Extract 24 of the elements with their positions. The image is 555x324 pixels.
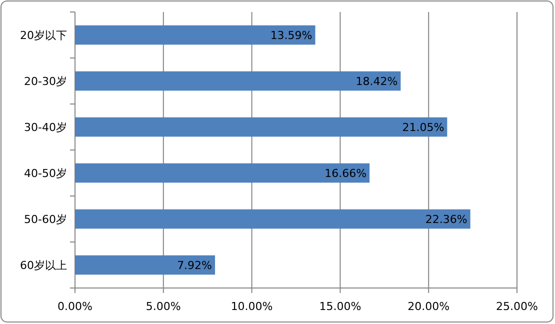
- bar: [75, 209, 470, 229]
- data-label: 18.42%: [356, 75, 398, 88]
- y-tick-label: 20岁以下: [20, 29, 67, 42]
- data-label: 21.05%: [402, 121, 444, 134]
- x-tick-label: 15.00%: [319, 300, 362, 313]
- bar: [75, 255, 216, 275]
- x-tick-label: 20.00%: [408, 300, 450, 313]
- y-tick-label: 40-50岁: [24, 167, 67, 180]
- bar: [75, 117, 448, 137]
- y-tick-label: 50-60岁: [24, 213, 67, 226]
- data-label: 7.92%: [177, 259, 212, 272]
- y-tick-label: 20-30岁: [24, 75, 67, 88]
- bar: [75, 163, 370, 183]
- x-tick-label: 25.00%: [496, 300, 538, 313]
- y-tick-label: 30-40岁: [24, 121, 67, 134]
- data-label: 16.66%: [324, 167, 367, 180]
- x-tick-label: 0.00%: [58, 300, 92, 313]
- bar: [75, 25, 316, 45]
- y-tick-label: 60岁以上: [20, 259, 67, 272]
- x-tick-label: 10.00%: [230, 300, 273, 313]
- data-label: 13.59%: [270, 29, 312, 42]
- x-tick-label: 5.00%: [146, 300, 181, 313]
- bar: [75, 71, 401, 91]
- data-label: 22.36%: [425, 213, 468, 226]
